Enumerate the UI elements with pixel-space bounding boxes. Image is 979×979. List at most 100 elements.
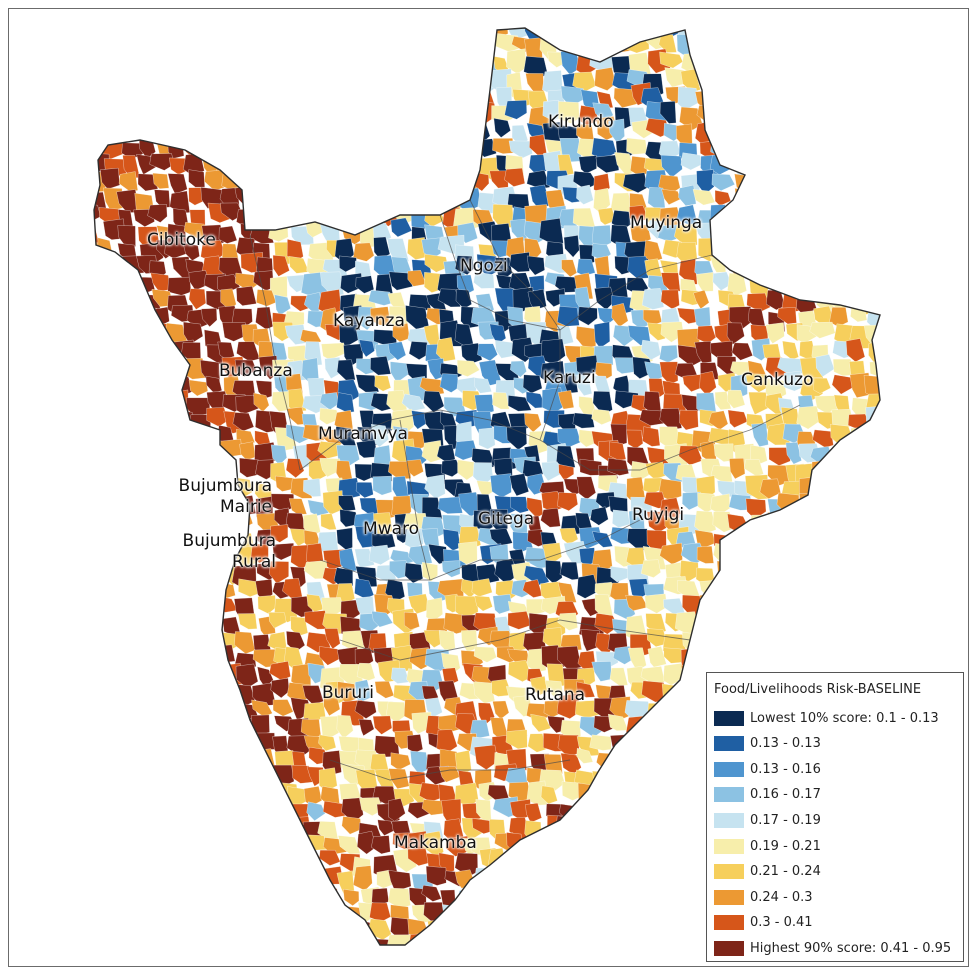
commune-patch: [751, 115, 770, 140]
commune-patch: [832, 157, 855, 181]
commune-patch: [255, 35, 279, 55]
commune-patch: [438, 142, 455, 160]
commune-patch: [290, 616, 309, 637]
commune-patch: [527, 733, 547, 753]
commune-patch: [827, 633, 854, 658]
commune-patch: [589, 734, 612, 751]
commune-patch: [101, 575, 120, 596]
commune-patch: [760, 167, 785, 191]
commune-patch: [542, 899, 561, 924]
commune-patch: [592, 903, 614, 922]
commune-patch: [290, 186, 314, 205]
commune-patch: [798, 269, 821, 296]
commune-patch: [830, 513, 855, 537]
commune-patch: [683, 866, 706, 888]
commune-patch: [309, 951, 325, 969]
commune-patch: [768, 447, 791, 466]
commune-patch: [101, 955, 126, 972]
commune-patch: [255, 173, 277, 197]
commune-patch: [815, 526, 839, 544]
commune-patch: [268, 818, 291, 838]
commune-patch: [540, 28, 565, 36]
commune-patch: [300, 139, 322, 163]
commune-patch: [373, 48, 398, 72]
commune-patch: [796, 28, 820, 36]
commune-patch: [407, 270, 427, 287]
commune-patch: [443, 106, 467, 129]
commune-patch: [98, 727, 119, 749]
commune-patch: [236, 837, 258, 858]
commune-patch: [390, 667, 410, 684]
commune-patch: [319, 142, 338, 161]
commune-patch: [120, 28, 142, 48]
commune-patch: [747, 242, 765, 264]
commune-patch: [680, 898, 702, 925]
commune-patch: [138, 617, 162, 640]
commune-patch: [99, 815, 118, 838]
commune-patch: [658, 804, 684, 830]
commune-patch: [559, 561, 580, 581]
commune-patch: [272, 869, 294, 892]
commune-patch: [459, 151, 477, 177]
commune-patch: [321, 597, 344, 618]
commune-patch: [612, 813, 632, 834]
commune-patch: [94, 28, 103, 40]
commune-patch: [865, 405, 880, 430]
commune-patch: [696, 649, 718, 668]
commune-patch: [561, 781, 581, 801]
commune-patch: [882, 476, 900, 495]
commune-patch: [845, 209, 866, 231]
commune-patch: [510, 496, 529, 514]
commune-patch: [168, 611, 189, 632]
commune-patch: [318, 734, 337, 752]
commune-patch: [812, 67, 831, 86]
commune-patch: [120, 903, 140, 926]
commune-patch: [812, 170, 836, 194]
commune-patch: [743, 158, 767, 179]
commune-patch: [557, 390, 575, 410]
commune-patch: [456, 28, 475, 41]
commune-patch: [251, 682, 277, 707]
commune-patch: [504, 99, 528, 120]
commune-patch: [169, 735, 190, 758]
commune-patch: [834, 616, 856, 633]
commune-patch: [339, 170, 365, 193]
commune-patch: [256, 90, 277, 109]
commune-patch: [356, 957, 377, 976]
commune-patch: [287, 28, 304, 39]
commune-patch: [272, 206, 296, 224]
commune-patch: [513, 956, 535, 974]
commune-patch: [411, 954, 431, 973]
commune-patch: [372, 715, 393, 735]
commune-patch: [662, 715, 684, 736]
commune-patch: [236, 341, 261, 362]
commune-patch: [319, 849, 341, 866]
commune-patch: [94, 458, 104, 475]
commune-patch: [812, 377, 832, 394]
commune-patch: [883, 57, 908, 79]
commune-patch: [641, 888, 667, 907]
commune-patch: [94, 67, 106, 91]
commune-patch: [676, 34, 695, 58]
province-label-bujumbura-rural-line2: Rural: [232, 552, 276, 572]
commune-patch: [513, 906, 532, 928]
commune-patch: [609, 696, 631, 721]
commune-patch: [848, 186, 873, 207]
commune-patch: [729, 103, 751, 125]
commune-patch: [831, 169, 850, 194]
commune-patch: [255, 459, 275, 480]
commune-patch: [556, 865, 580, 891]
commune-patch: [342, 922, 362, 941]
commune-patch: [132, 956, 149, 979]
commune-patch: [339, 86, 361, 110]
commune-patch: [117, 577, 143, 603]
province-boundary: [539, 404, 801, 471]
commune-patch: [221, 139, 245, 167]
commune-patch: [867, 513, 880, 532]
commune-patch: [576, 184, 594, 205]
commune-patch: [765, 545, 789, 569]
commune-patch: [286, 205, 308, 227]
commune-patch: [541, 461, 562, 482]
commune-patch: [748, 391, 769, 415]
commune-patch: [869, 68, 880, 91]
